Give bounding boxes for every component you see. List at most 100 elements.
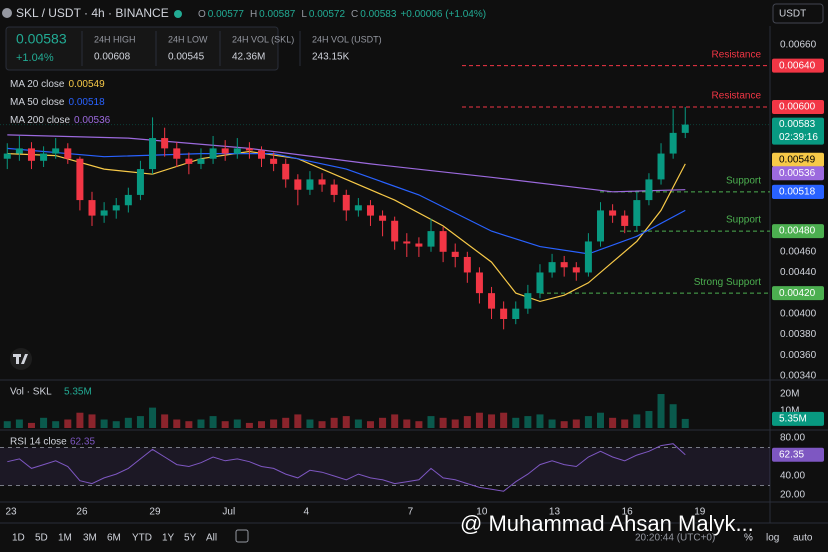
- stats-label: 24H LOW: [168, 34, 208, 44]
- volume-bar: [112, 421, 120, 428]
- ohlc-change: +0.00006 (+1.04%): [400, 9, 486, 20]
- volume-bar: [88, 414, 96, 428]
- stats-change: +1.04%: [16, 52, 54, 64]
- volume-bar: [185, 421, 193, 428]
- candle-body: [318, 179, 326, 185]
- volume-bar: [330, 417, 338, 428]
- candle-body: [427, 231, 435, 247]
- candle-body: [185, 158, 193, 164]
- candle-body: [463, 256, 471, 273]
- candle-body: [258, 150, 266, 159]
- level-tag-label: 0.00420: [779, 288, 816, 299]
- candle-body: [560, 262, 568, 268]
- candle-body: [633, 200, 641, 226]
- candle-body: [536, 272, 544, 294]
- range-button[interactable]: 5Y: [184, 533, 197, 544]
- candle-body: [3, 153, 11, 159]
- level-tag: [772, 100, 824, 115]
- status-dot: [174, 10, 182, 18]
- range-button[interactable]: 1M: [58, 533, 72, 544]
- candle-body: [415, 243, 423, 247]
- candle-body: [100, 210, 108, 216]
- legend-entry: MA 50 close 0.00518: [10, 97, 105, 108]
- countdown: 02:39:16: [779, 132, 818, 143]
- volume-bar: [64, 419, 72, 428]
- volume-bar: [100, 419, 108, 428]
- range-button[interactable]: 6M: [107, 533, 121, 544]
- symbol[interactable]: SKL / USDT · 4h · BINANCE: [16, 6, 169, 20]
- x-tick-label: 13: [549, 507, 561, 518]
- x-tick-label: 4: [304, 507, 310, 518]
- x-tick-label: 19: [694, 507, 706, 518]
- candle-body: [330, 184, 338, 195]
- volume-bar: [584, 416, 592, 428]
- candle-body: [76, 158, 84, 201]
- range-button[interactable]: YTD: [132, 533, 152, 544]
- level-name: Support: [726, 175, 761, 186]
- level-tag-label: 0.00640: [779, 60, 816, 71]
- currency-button[interactable]: [772, 3, 824, 24]
- calendar-icon[interactable]: [235, 529, 249, 543]
- currency[interactable]: USDT: [779, 9, 806, 20]
- level-tag: [772, 58, 824, 73]
- ohlc-value: 0.00587: [259, 9, 296, 20]
- candle-body: [669, 132, 677, 154]
- tv-logo: [10, 348, 32, 370]
- range-button[interactable]: 5D: [35, 533, 48, 544]
- stats-value: 42.36M: [232, 52, 265, 63]
- volume-bar: [609, 417, 617, 428]
- stats-label: 24H VOL (USDT): [312, 34, 382, 44]
- legend-name: MA 200 close: [10, 115, 70, 126]
- legend-value: 0.00536: [74, 115, 111, 126]
- candle-body: [597, 210, 605, 242]
- stats-value: 243.15K: [312, 52, 350, 63]
- volume-bar: [403, 419, 411, 428]
- range-button[interactable]: All: [206, 533, 217, 544]
- scale-option[interactable]: log: [766, 533, 779, 544]
- candle-body: [306, 179, 314, 190]
- scale-option[interactable]: auto: [793, 533, 813, 544]
- volume-bar: [306, 419, 314, 428]
- volume-bar: [245, 422, 253, 428]
- range-button[interactable]: 3M: [83, 533, 97, 544]
- ohlc-value: 0.00572: [309, 9, 346, 20]
- scale-option[interactable]: %: [744, 533, 753, 544]
- range-button[interactable]: 1Y: [162, 533, 175, 544]
- y-tick-label: 0.00660: [780, 40, 817, 51]
- y-tick-label: 20.00: [780, 490, 805, 501]
- pane-title: Vol · SKL: [10, 387, 52, 398]
- rsi-tag: [772, 447, 824, 462]
- candle-body: [149, 138, 157, 170]
- ma-tag: [772, 152, 824, 167]
- volume-bar: [124, 417, 132, 428]
- candle-body: [88, 200, 96, 216]
- volume-bar: [173, 419, 181, 428]
- candle-body: [488, 293, 496, 309]
- legend-name: MA 50 close: [10, 97, 65, 108]
- level-name: Support: [726, 215, 761, 226]
- range-button[interactable]: 1D: [12, 533, 25, 544]
- ohlc-value: 0.00583: [360, 9, 397, 20]
- legend-name: MA 20 close: [10, 79, 65, 90]
- candle-body: [621, 215, 629, 226]
- y-tick-label: 0.00340: [780, 371, 817, 382]
- volume-tag: [772, 411, 824, 426]
- ma-tag: [772, 184, 824, 199]
- candle-body: [136, 169, 144, 195]
- stats-value: 0.00608: [94, 52, 131, 63]
- volume-bar: [560, 421, 568, 428]
- legend-value: 0.00518: [68, 97, 105, 108]
- volume-bar: [427, 416, 435, 428]
- candle-body: [572, 267, 580, 273]
- candle-body: [354, 205, 362, 211]
- x-tick-label: Jul: [222, 507, 235, 518]
- candle-body: [512, 308, 520, 319]
- y-tick-label: 40.00: [780, 471, 805, 482]
- volume-bar: [439, 417, 447, 428]
- x-tick-label: 26: [76, 507, 88, 518]
- volume-bar: [500, 412, 508, 428]
- volume-bar: [161, 414, 169, 428]
- volume-bar: [233, 419, 241, 428]
- volume-bar: [657, 394, 665, 428]
